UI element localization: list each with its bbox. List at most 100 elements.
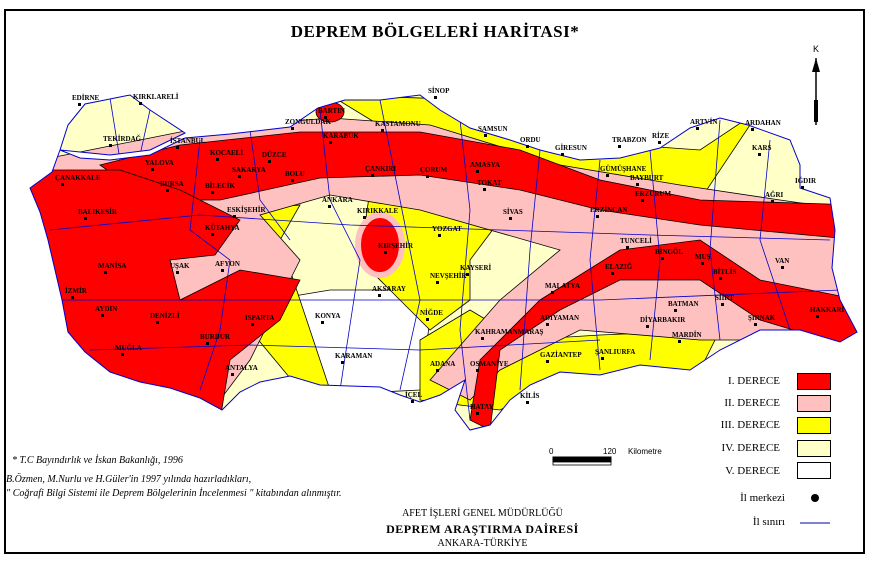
city-label: KARAMAN xyxy=(335,352,372,360)
city-label: KONYA xyxy=(315,312,340,320)
city-center-marker xyxy=(104,271,107,274)
city-label: AYDIN xyxy=(95,305,117,313)
city-center-marker xyxy=(176,271,179,274)
city-center-marker xyxy=(233,215,236,218)
scale-end: 120 xyxy=(603,447,617,456)
city-center-marker xyxy=(378,294,381,297)
city-center-marker xyxy=(526,401,529,404)
city-center-marker xyxy=(268,160,271,163)
city-center-marker xyxy=(211,191,214,194)
city-center-marker xyxy=(371,174,374,177)
city-label: EDİRNE xyxy=(72,94,100,102)
legend-swatch-zone1 xyxy=(797,373,831,390)
city-label: İÇEL xyxy=(405,391,422,399)
city-center-marker xyxy=(801,186,804,189)
city-center-marker xyxy=(321,321,324,324)
city-center-marker xyxy=(216,158,219,161)
city-label: MANİSA xyxy=(98,262,126,270)
city-label: UŞAK xyxy=(170,262,190,270)
city-center-marker xyxy=(151,168,154,171)
city-center-marker xyxy=(781,266,784,269)
city-label: KARABÜK xyxy=(323,132,359,140)
legend-label-zone1: I. DERECE xyxy=(728,375,780,387)
city-label: TOKAT xyxy=(477,179,502,187)
city-label: ADANA xyxy=(430,360,455,368)
city-center-marker xyxy=(231,373,234,376)
city-center-marker xyxy=(481,337,484,340)
city-label: KÜTAHYA xyxy=(205,224,240,232)
city-center-marker xyxy=(221,269,224,272)
city-center-marker xyxy=(109,144,112,147)
city-label: BURSA xyxy=(160,180,184,188)
city-center-marker xyxy=(546,360,549,363)
city-center-marker xyxy=(328,205,331,208)
city-center-marker xyxy=(678,340,681,343)
book-note: " Coğrafi Bilgi Sistemi ile Deprem Bölge… xyxy=(6,488,342,499)
city-center-marker xyxy=(381,129,384,132)
north-arrow-icon xyxy=(812,58,820,125)
city-label: HATAY xyxy=(470,403,494,411)
city-label: BOLU xyxy=(285,170,305,178)
city-label: GÜMÜŞHANE xyxy=(600,165,647,173)
city-center-marker xyxy=(206,342,209,345)
city-label: ARDAHAN xyxy=(745,119,781,127)
city-center-marker xyxy=(658,141,661,144)
legend-city-center: İl merkezi xyxy=(740,492,785,504)
city-label: DENİZLİ xyxy=(150,312,180,320)
city-label: ISPARTA xyxy=(245,314,274,322)
city-label: KAYSERİ xyxy=(460,264,492,272)
city-label: TUNCELİ xyxy=(620,237,652,245)
city-label: ÇANAKKALE xyxy=(55,174,101,182)
city-label: ESKİŞEHİR xyxy=(227,206,266,214)
map-frame xyxy=(4,9,865,554)
city-center-marker xyxy=(341,361,344,364)
city-center-marker xyxy=(696,127,699,130)
city-label: NEVŞEHİR xyxy=(430,272,468,280)
city-label: ÇORUM xyxy=(420,166,448,174)
city-center-marker xyxy=(61,183,64,186)
city-label: ŞANLIURFA xyxy=(595,348,635,356)
city-label: IĞDIR xyxy=(795,177,817,185)
scale-start: 0 xyxy=(549,447,554,456)
city-label: ÇANKIRI xyxy=(365,165,396,173)
city-label: KASTAMONU xyxy=(375,120,421,128)
city-center-marker xyxy=(596,215,599,218)
city-label: MARDİN xyxy=(672,331,702,339)
zone-1-kirsehir xyxy=(355,212,405,278)
city-label: AMASYA xyxy=(470,161,500,169)
city-label: AKSARAY xyxy=(372,285,406,293)
city-label: KIRKLARELİ xyxy=(133,93,179,101)
province-borders xyxy=(49,97,841,421)
city-label: GAZİANTEP xyxy=(540,351,582,359)
north-label: K xyxy=(813,44,819,54)
scale-unit: Kilometre xyxy=(628,447,662,456)
legend-swatch-zone3 xyxy=(797,417,831,434)
city-center-marker xyxy=(606,174,609,177)
city-center-marker xyxy=(329,141,332,144)
city-label: YOZGAT xyxy=(432,225,462,233)
city-center-marker xyxy=(156,321,159,324)
city-center-marker xyxy=(674,309,677,312)
city-center-marker xyxy=(436,369,439,372)
city-center-marker xyxy=(484,134,487,137)
zone-1-north-anatolian xyxy=(99,131,857,241)
city-label: KIRIKKALE xyxy=(357,207,399,215)
city-center-marker xyxy=(291,127,294,130)
city-label: BİTLİS xyxy=(713,268,736,276)
city-center-marker xyxy=(121,353,124,356)
city-center-marker xyxy=(139,102,142,105)
city-center-marker xyxy=(636,183,639,186)
city-center-marker xyxy=(84,217,87,220)
city-label: DİYARBAKIR xyxy=(640,316,686,324)
city-label: ERZURUM xyxy=(635,190,672,198)
city-label: BAYBURT xyxy=(630,174,664,182)
city-label: NİĞDE xyxy=(420,309,443,317)
legend-swatch-zone4 xyxy=(797,440,831,457)
city-label: MUĞLA xyxy=(115,344,142,352)
city-center-marker xyxy=(426,175,429,178)
city-center-marker xyxy=(176,146,179,149)
city-center-marker xyxy=(251,323,254,326)
city-center-marker xyxy=(101,314,104,317)
city-label: HAKKARİ xyxy=(810,306,845,314)
city-center-marker xyxy=(384,251,387,254)
